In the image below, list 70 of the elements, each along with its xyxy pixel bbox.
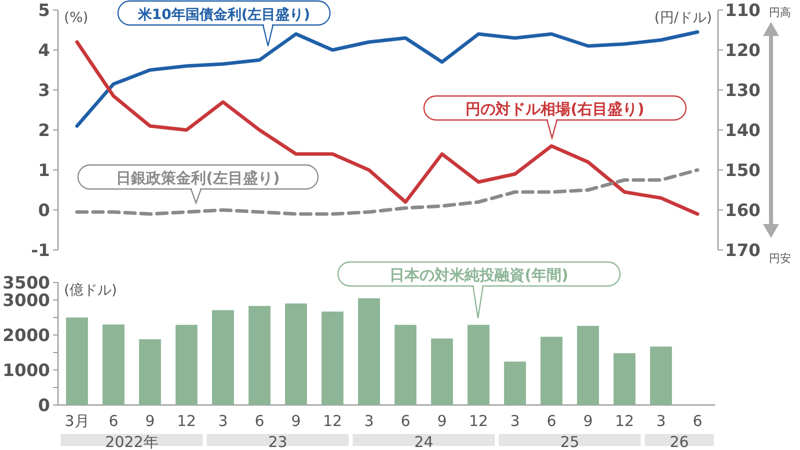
x-tick-label: 3	[218, 412, 228, 430]
x-tick-label: 12	[176, 412, 196, 430]
series-label: 日銀政策金利(左目盛り)	[116, 169, 280, 187]
line-series	[75, 40, 700, 216]
x-tick-label: 3	[656, 412, 666, 430]
bar	[248, 306, 270, 405]
x-tick-label: 9	[437, 412, 447, 430]
text: 26	[670, 433, 689, 450]
series-label: 米10年国債金利(左目盛り)	[136, 6, 310, 23]
line-series	[75, 30, 700, 128]
y-tick-label: 3	[38, 81, 50, 101]
bar	[468, 324, 490, 405]
bar	[212, 310, 234, 405]
bar	[102, 324, 124, 405]
y-tick-label: 1000	[2, 361, 50, 381]
bar	[540, 336, 562, 405]
bar	[139, 339, 161, 405]
y2-tick-label: 110	[725, 1, 761, 21]
bar	[358, 298, 380, 405]
x-tick-label: 3月	[64, 412, 90, 430]
y-tick-label: 4	[38, 41, 50, 61]
bar	[176, 324, 198, 405]
bar	[394, 324, 416, 405]
x-tick-label: 6	[692, 412, 702, 430]
bar	[650, 346, 672, 405]
y2-tick-label: 150	[725, 161, 761, 181]
x-tick-label: 9	[145, 412, 155, 430]
bar	[285, 304, 307, 405]
y-tick-label: 1	[38, 161, 50, 181]
bar	[577, 326, 599, 405]
bar	[322, 312, 344, 405]
text: 24	[414, 433, 434, 450]
x-tick-label: 9	[583, 412, 593, 430]
x-tick-label: 6	[546, 412, 556, 430]
text: 25	[560, 433, 580, 450]
x-tick-label: 3	[364, 412, 374, 430]
y2-tick-label: 160	[725, 201, 761, 221]
text: 2022年	[105, 433, 158, 450]
y-tick-label: 0	[38, 396, 50, 416]
x-tick-label: 6	[254, 412, 264, 430]
y-tick-label: 2	[38, 121, 50, 141]
x-tick-label: 9	[291, 412, 301, 430]
bar	[504, 362, 526, 405]
y2-tick-label: 140	[725, 121, 761, 141]
y-tick-label: 3500	[2, 274, 50, 294]
line-series	[75, 168, 700, 216]
y2-tick-label: 170	[725, 241, 761, 261]
y-tick-label: 2000	[2, 326, 50, 346]
x-tick-label: 6	[400, 412, 410, 430]
bar	[431, 338, 453, 405]
y2-tick-label: 130	[725, 81, 761, 101]
bar	[66, 318, 88, 405]
y-tick-label: -1	[31, 241, 50, 261]
y-axis-title: (億ドル)	[64, 282, 117, 298]
x-tick-label: 12	[614, 412, 634, 430]
text: 23	[268, 433, 288, 450]
series-label: 日本の対米純投融資(年間)	[390, 266, 568, 284]
x-tick-label: 12	[468, 412, 488, 430]
text: 円高	[769, 6, 791, 19]
y2-axis-title: (円/ドル)	[654, 10, 712, 26]
y-axis-title: (%)	[64, 10, 88, 26]
x-tick-label: 12	[322, 412, 342, 430]
x-tick-label: 6	[108, 412, 118, 430]
y-tick-label: 5	[38, 1, 50, 21]
y-tick-label: 3000	[2, 291, 50, 311]
y2-tick-label: 120	[725, 41, 761, 61]
text: 円安	[769, 252, 791, 265]
y-tick-label: 0	[38, 201, 50, 221]
x-tick-label: 3	[510, 412, 520, 430]
bar	[614, 353, 636, 405]
